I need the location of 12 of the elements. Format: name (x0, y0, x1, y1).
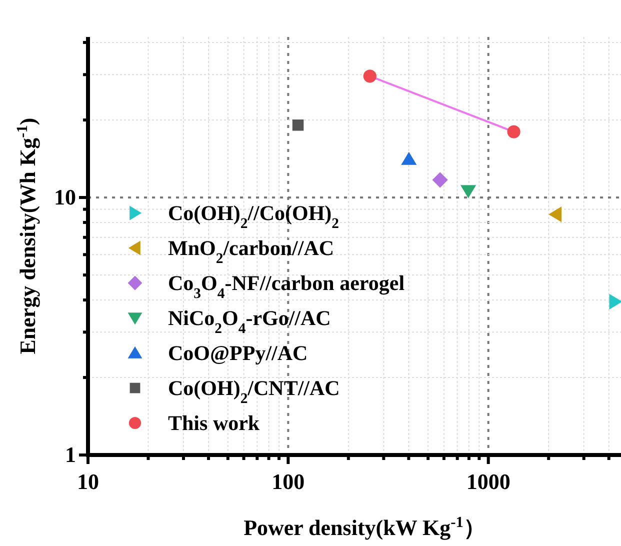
legend-label: Co(OH)$_{2}$//Co(OH)$_{2}$ (168, 201, 340, 232)
x-tick-label: 1000 (466, 469, 510, 494)
x-tick-label: 10 (77, 469, 99, 494)
legend-label: NiCo$_{2}$O$_{4}$-rGo//AC (168, 306, 331, 337)
legend-label: Co(OH)$_{2}$/CNT//AC (168, 376, 340, 407)
x-axis-title: Power density(kW Kg$^{-1}$） (244, 514, 486, 540)
legend-label: CoO@PPy//AC (168, 341, 308, 365)
legend-label: Co$_{3}$O$_{4}$-NF//carbon aerogel (168, 271, 405, 302)
y-tick-label: 1 (65, 442, 76, 467)
legend-label: This work (168, 411, 260, 435)
legend-label: MnO$_{2}$/carbon//AC (168, 236, 334, 267)
x-tick-label: 100 (272, 469, 305, 494)
